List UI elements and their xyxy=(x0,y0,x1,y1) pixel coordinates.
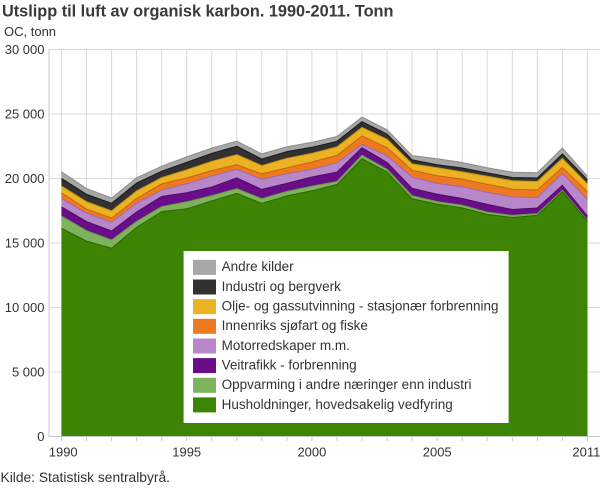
svg-text:10 000: 10 000 xyxy=(5,300,45,315)
svg-text:1990: 1990 xyxy=(49,445,78,460)
svg-text:Innenriks sjøfart og fiske: Innenriks sjøfart og fiske xyxy=(222,318,368,333)
svg-text:Utslipp til luft av organisk k: Utslipp til luft av organisk karbon. 199… xyxy=(2,3,393,21)
svg-text:15 000: 15 000 xyxy=(5,235,45,250)
svg-text:1995: 1995 xyxy=(172,445,201,460)
svg-text:Olje- og gassutvinning - stasj: Olje- og gassutvinning - stasjonær forbr… xyxy=(222,299,499,314)
svg-text:OC, tonn: OC, tonn xyxy=(4,24,56,39)
svg-text:2005: 2005 xyxy=(423,445,452,460)
svg-text:2011: 2011 xyxy=(572,445,600,460)
svg-text:Husholdninger, hovedsakelig ve: Husholdninger, hovedsakelig vedfyring xyxy=(222,397,453,412)
svg-text:Veitrafikk - forbrenning: Veitrafikk - forbrenning xyxy=(222,357,357,372)
svg-text:0: 0 xyxy=(37,429,44,444)
svg-text:Oppvarming i andre næringer en: Oppvarming i andre næringer enn industri xyxy=(222,377,472,392)
svg-text:Kilde: Statistisk sentralbyrå.: Kilde: Statistisk sentralbyrå. xyxy=(1,470,170,485)
svg-text:Motorredskaper m.m.: Motorredskaper m.m. xyxy=(222,338,350,353)
svg-text:Industri og bergverk: Industri og bergverk xyxy=(222,279,342,294)
svg-text:30 000: 30 000 xyxy=(5,42,45,57)
svg-text:20 000: 20 000 xyxy=(5,171,45,186)
svg-text:2000: 2000 xyxy=(297,445,326,460)
svg-text:Andre kilder: Andre kilder xyxy=(222,259,295,274)
svg-text:25 000: 25 000 xyxy=(5,106,45,121)
svg-text:5 000: 5 000 xyxy=(12,364,45,379)
